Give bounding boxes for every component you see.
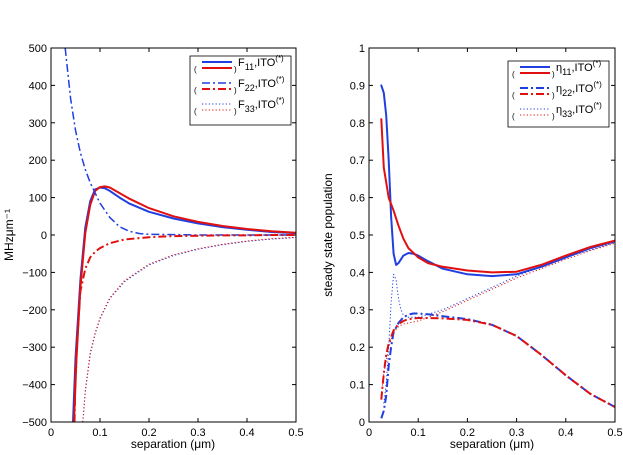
y-tick-label: 0.6 [350,193,365,205]
x-tick-label: 0.5 [288,427,303,439]
y-axis-label: MHzμm⁻¹ [2,209,16,261]
legend: ()η11,ITO(*)()η22,ITO(*)()η33,ITO(*) [507,59,610,128]
legend-paren: ( [194,65,197,74]
plot-frame [368,47,616,423]
y-tick-label: 0.5 [350,230,365,242]
y-tick-label: 100 [29,193,47,205]
y-tick-label: 0.8 [350,118,365,130]
x-tick-label: 0.4 [239,427,254,439]
legend-paren: ) [234,107,237,116]
chart-right: 0 0.1 0.2 0.3 0.4 0.5 0 0.1 0.2 0.3 0.4 0.5 0.6 0.7 0… [321,43,623,451]
series-line [380,317,615,408]
legend-paren: ( [194,107,197,116]
x-tick-label: 0.5 [607,427,622,439]
y-tick-label: 0.4 [350,267,365,279]
y-tick-label: 0.9 [350,80,365,92]
x-tick-label: 0.3 [190,427,205,439]
legend-paren: ) [552,112,555,121]
y-tick-label: 0.1 [350,380,365,392]
legend-paren: ) [234,65,237,74]
y-tick-label: 300 [29,118,47,130]
legend: ()F11,ITO(*)()F22,ITO(*)()F33,ITO(*) [189,54,292,126]
series-line [380,312,615,419]
chart-left: 0 0.1 0.2 0.3 0.4 0.5 −500 −400 −300 −200 −100 0 10… [2,43,304,451]
legend-label: F22,ITO(*) [238,75,285,93]
series-line [380,242,615,396]
x-axis-label: separation (μm) [131,437,215,451]
series-line [73,185,296,422]
series-line [64,48,296,236]
x-tick-label: 0.1 [411,427,426,439]
y-tick-label: 500 [29,43,47,55]
x-tick-label: 0 [366,427,372,439]
legend-paren: ( [194,86,197,95]
x-tick-label: 0.2 [141,427,156,439]
y-tick-label: 0.7 [350,155,365,167]
x-axis-label: separation (μm) [450,437,534,451]
legend-paren: ) [234,86,237,95]
y-tick-label: −500 [22,417,47,429]
y-tick-label: 0.2 [350,342,365,354]
series-line [73,234,296,422]
x-tick-label: 0.2 [460,427,475,439]
y-tick-label: 400 [29,80,47,92]
legend-label: η33,ITO(*) [556,101,602,119]
y-tick-label: 200 [29,155,47,167]
y-tick-label: 1 [359,43,365,55]
plot-frame [50,47,297,423]
y-axis-label: steady state population [321,173,335,296]
legend-label: η22,ITO(*) [556,80,602,98]
x-tick-label: 0.3 [509,427,524,439]
y-tick-label: 0.3 [350,305,365,317]
y-tick-label: −300 [22,342,47,354]
series-line [380,118,615,274]
y-tick-label: −100 [22,267,47,279]
y-tick-label: −400 [22,380,47,392]
legend-paren: ) [552,91,555,100]
legend-paren: ( [512,112,515,121]
y-tick-label: 0 [41,230,47,242]
legend-paren: ( [512,70,515,79]
legend-paren: ) [552,70,555,79]
legend-label: F33,ITO(*) [238,96,285,114]
legend-label: F11,ITO(*) [238,54,284,72]
x-tick-label: 0.1 [92,427,107,439]
series-line [82,237,296,422]
x-tick-label: 0.4 [558,427,573,439]
x-tick-label: 0 [48,427,54,439]
y-tick-label: −200 [22,305,47,317]
legend-label: η11,ITO(*) [556,59,601,77]
series-line [383,242,615,404]
y-tick-label: 0 [359,417,365,429]
legend-paren: ( [512,91,515,100]
